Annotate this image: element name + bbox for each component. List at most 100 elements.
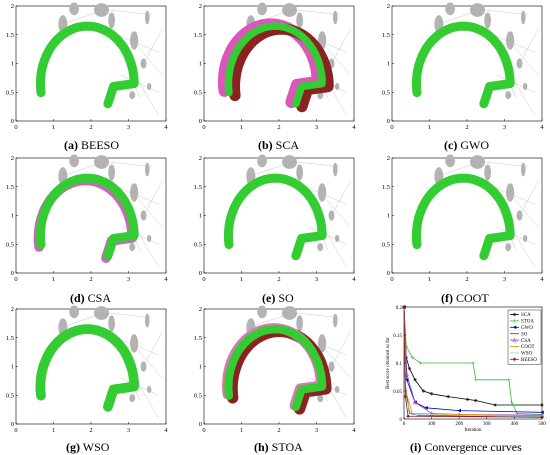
x-tick-label: 200: [455, 422, 463, 427]
x-tick-label: 4: [164, 427, 168, 434]
x-tick-label: 2: [277, 276, 280, 283]
x-tick-label: 1: [52, 124, 55, 131]
data-point: [406, 414, 410, 418]
path-plot: 0 1 2 3 4 0 0.5 1 1.5 2: [194, 154, 356, 283]
guide-line: [331, 28, 351, 64]
obstacle: [484, 12, 491, 29]
obstacle: [140, 210, 147, 221]
obstacle: [522, 83, 528, 90]
legend-entry: SO: [521, 332, 528, 337]
obstacle: [521, 162, 526, 177]
y-tick-label: 1: [199, 213, 202, 220]
guide-line: [496, 226, 535, 245]
obstacle: [516, 210, 523, 221]
y-tick-label: 0.1: [396, 362, 403, 367]
x-tick-label: 300: [483, 422, 491, 427]
legend-entry: SCA: [521, 313, 531, 318]
x-tick-label: 1: [240, 427, 243, 434]
y-tick-label: 0.5: [194, 392, 202, 399]
guide-line: [143, 180, 163, 216]
panel-e-so: 0 1 2 3 4 0 0.5 1 1.5 2: [188, 152, 362, 286]
y-tick-label: 2: [199, 155, 202, 162]
data-point: [473, 398, 478, 403]
x-tick-label: 1: [240, 124, 243, 131]
data-point: [404, 378, 409, 382]
x-tick-label: 2: [89, 427, 92, 434]
legend-entry: GWO: [521, 326, 533, 331]
obstacle: [69, 305, 79, 319]
data-point: [446, 394, 450, 399]
obstacle: [484, 164, 491, 181]
guide-line: [120, 74, 159, 93]
guide-line: [64, 11, 99, 24]
obstacle: [470, 155, 485, 169]
y-tick-label: 2: [11, 3, 14, 10]
obstacle: [146, 235, 152, 242]
obstacle: [282, 155, 297, 169]
series-line: [403, 306, 543, 418]
x-tick-label: 3: [127, 427, 130, 434]
obstacle: [257, 154, 267, 168]
path-band: [411, 173, 515, 261]
path-band: [35, 324, 139, 412]
obstacle: [521, 10, 526, 25]
obstacle: [296, 164, 303, 181]
y-tick-label: 0: [11, 421, 14, 428]
data-point: [418, 361, 423, 365]
x-tick-label: 2: [277, 124, 280, 131]
panel-a-beeso: 0 1 2 3 4 0 0.5 1 1.5 2: [0, 0, 174, 134]
data-point: [471, 361, 475, 365]
y-tick-label: 1: [387, 61, 390, 68]
panel-b-sca: 0 1 2 3 4 0 0.5 1 1.5 2: [188, 0, 362, 134]
guide-line: [331, 180, 351, 216]
y-tick-label: 0.5: [382, 89, 390, 96]
obstacle: [130, 183, 139, 202]
x-tick-label: 0: [202, 124, 205, 131]
data-point: [512, 312, 517, 317]
x-tick-label: 4: [352, 276, 356, 283]
obstacle: [318, 183, 327, 202]
x-tick-label: 0: [202, 276, 205, 283]
obstacle: [108, 315, 115, 332]
legend-entry: WSO: [521, 352, 533, 357]
legend-box: [507, 309, 542, 365]
x-tick-label: 3: [315, 276, 318, 283]
y-tick-label: 1.5: [194, 335, 202, 342]
x-tick-label: 0: [403, 422, 406, 427]
data-point: [512, 337, 517, 343]
caption-e: (e) SO: [262, 291, 294, 305]
y-tick-label: 0: [387, 270, 390, 277]
path-plot: 0 1 2 3 4 0 0.5 1 1.5 2: [6, 305, 168, 434]
obstacle: [296, 315, 303, 332]
y-tick-label: 1.5: [194, 184, 202, 191]
series-line: [403, 306, 543, 415]
obstacle: [94, 155, 109, 169]
caption-c: (c) GWO: [444, 138, 489, 152]
y-tick-label: 0.5: [6, 89, 14, 96]
data-point: [410, 355, 415, 360]
x-tick-label: 1: [428, 124, 431, 131]
obstacle: [522, 235, 528, 242]
guide-line: [120, 377, 159, 396]
panel-d-csa: 0 1 2 3 4 0 0.5 1 1.5 2: [0, 152, 174, 286]
x-tick-label: 4: [352, 427, 356, 434]
x-tick-label: 2: [89, 276, 92, 283]
y-tick-label: 0.5: [6, 392, 14, 399]
data-point: [412, 399, 418, 405]
obstacle: [94, 3, 109, 17]
path-plot: 0 1 2 3 4 0 0.5 1 1.5 2: [382, 2, 544, 131]
obstacle: [334, 83, 340, 90]
path-band: [411, 21, 515, 109]
y-tick-label: 1.5: [194, 32, 202, 39]
panel-c-gwo: 0 1 2 3 4 0 0.5 1 1.5 2: [376, 0, 550, 134]
y-tick-label: 0.05: [393, 390, 402, 395]
guide-line: [143, 28, 163, 64]
x-axis-label: Iteration: [465, 428, 482, 433]
y-tick-label: 0: [199, 270, 202, 277]
y-tick-label: 2: [387, 3, 390, 10]
x-tick-label: 4: [164, 124, 168, 131]
y-tick-label: 1.5: [382, 32, 390, 39]
legend-entry: STOA: [521, 320, 534, 325]
y-tick-label: 1: [11, 61, 14, 68]
